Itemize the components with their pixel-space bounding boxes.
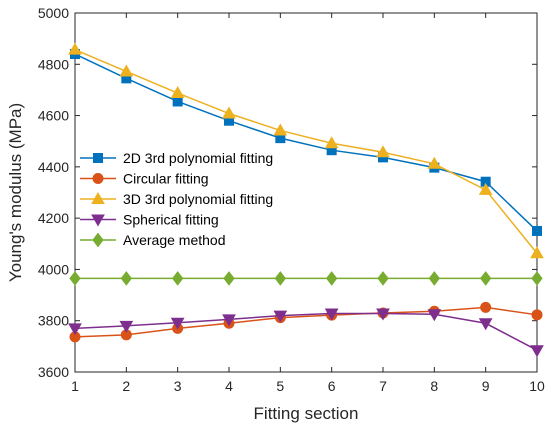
legend-label: 2D 3rd polynomial fitting <box>123 150 273 166</box>
data-point <box>480 271 492 286</box>
legend-label: Circular fitting <box>123 171 209 187</box>
x-tick-label: 10 <box>529 378 545 394</box>
data-point <box>376 308 390 321</box>
legend-entry: Average method <box>80 232 225 248</box>
series-1 <box>70 49 542 236</box>
y-tick-label: 5000 <box>38 5 69 21</box>
legend-marker <box>93 153 103 163</box>
legend-entry: 3D 3rd polynomial fitting <box>80 191 273 207</box>
legend-marker <box>91 191 105 204</box>
x-axis: 1 2 3 4 5 6 7 8 9 10 <box>71 13 545 394</box>
x-tick-label: 5 <box>276 378 284 394</box>
data-point <box>532 225 542 236</box>
data-point <box>68 323 82 336</box>
data-point <box>531 309 543 321</box>
data-point <box>427 156 442 169</box>
data-point <box>119 64 134 77</box>
legend-label: 3D 3rd polynomial fitting <box>123 191 273 207</box>
legend-marker <box>92 173 104 184</box>
data-point <box>222 106 236 119</box>
legend-entry: 2D 3rd polynomial fitting <box>80 150 273 166</box>
legend: 2D 3rd polynomial fitting Circular fittin… <box>80 150 273 248</box>
data-point <box>480 301 492 313</box>
data-point <box>376 145 390 158</box>
data-point <box>222 314 236 327</box>
y-tick-label: 3600 <box>38 364 69 380</box>
y-tick-label: 4600 <box>38 108 69 124</box>
x-tick-label: 9 <box>482 378 490 394</box>
data-point <box>531 271 543 286</box>
data-point <box>69 271 81 286</box>
legend-marker <box>91 214 105 227</box>
x-tick-label: 7 <box>379 378 387 394</box>
legend-label: Average method <box>123 232 225 248</box>
plot-area-frame <box>74 12 538 373</box>
data-point <box>324 136 339 149</box>
y-tick-label: 4000 <box>38 261 69 277</box>
y-axis: 3600 3800 4000 4200 4400 4600 4800 5000 <box>38 5 537 380</box>
y-tick-label: 4200 <box>38 210 69 226</box>
legend-label: Spherical fitting <box>123 212 219 228</box>
series-line <box>74 312 538 351</box>
legend-entry: Circular fitting <box>80 171 209 187</box>
x-tick-label: 1 <box>71 378 79 394</box>
data-point <box>428 271 440 286</box>
data-point <box>427 309 442 322</box>
data-point <box>273 310 288 323</box>
series-3 <box>68 42 544 259</box>
legend-entry: Spherical fitting <box>80 212 219 228</box>
data-point <box>324 308 339 321</box>
series-5 <box>69 271 543 286</box>
data-point <box>478 318 493 331</box>
series-layer <box>68 42 544 358</box>
series-4 <box>68 308 544 358</box>
data-point <box>119 320 134 333</box>
series-line <box>74 53 538 232</box>
data-point <box>172 96 183 107</box>
data-point <box>170 317 185 330</box>
x-tick-label: 6 <box>328 378 336 394</box>
data-point <box>478 182 493 195</box>
y-tick-label: 3800 <box>38 313 69 329</box>
series-line <box>74 48 538 254</box>
series-line <box>74 306 538 338</box>
data-point <box>274 271 286 286</box>
y-tick-label: 4400 <box>38 159 69 175</box>
legend-marker <box>92 232 104 248</box>
x-tick-label: 8 <box>430 378 438 394</box>
data-point <box>326 271 338 286</box>
data-point <box>172 271 184 286</box>
data-point <box>377 271 389 286</box>
data-point <box>68 42 82 55</box>
data-point <box>530 246 544 259</box>
y-axis-label: Young's modulus (MPa) <box>6 103 25 282</box>
series-2 <box>69 301 543 343</box>
data-point <box>170 85 185 99</box>
data-point <box>120 271 132 286</box>
x-tick-label: 3 <box>174 378 182 394</box>
data-point <box>223 271 235 286</box>
y-tick-label: 4800 <box>38 56 69 72</box>
x-tick-label: 2 <box>122 378 130 394</box>
data-point <box>530 345 544 358</box>
x-tick-label: 4 <box>225 378 233 394</box>
data-point <box>273 123 288 136</box>
x-axis-label: Fitting section <box>254 404 359 423</box>
